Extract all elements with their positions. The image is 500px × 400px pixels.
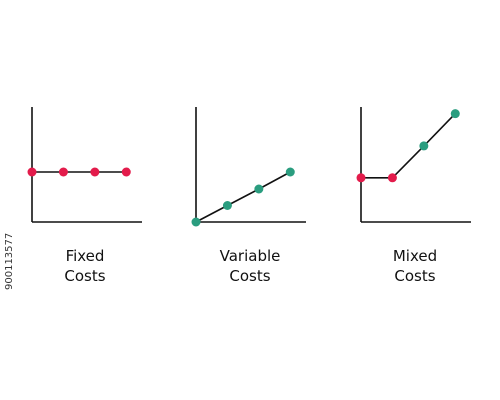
stock-id-watermark: 900113577 [4,232,15,290]
fixed-costs-point-1 [27,167,37,177]
mixed-costs-caption-line-2: Costs [394,267,436,285]
fixed-costs-point-4 [121,167,131,177]
fixed-costs-caption-line-2: Costs [64,267,106,285]
variable-costs-point-1 [191,217,201,227]
fixed-costs-caption: Fixed Costs [25,246,145,286]
mixed-costs-chart [356,107,471,223]
variable-costs-series-line [195,171,291,223]
mixed-costs-point-3 [419,141,429,151]
variable-costs-point-4 [285,167,295,177]
mixed-costs-point-4 [450,109,460,119]
variable-costs-caption-line-1: Variable [219,247,281,265]
fixed-costs-point-3 [90,167,100,177]
mixed-costs-point-1 [356,173,366,183]
mixed-costs-caption: Mixed Costs [355,246,475,286]
variable-costs-caption-line-2: Costs [229,267,271,285]
mixed-costs-caption-line-1: Mixed [392,247,438,265]
fixed-costs-chart [27,107,142,223]
variable-costs-chart [191,107,306,227]
variable-costs-caption: Variable Costs [190,246,310,286]
variable-costs-point-2 [222,201,232,210]
mixed-costs-series-line [361,113,456,179]
fixed-costs-point-2 [58,167,68,177]
mixed-costs-point-2 [387,173,397,183]
fixed-costs-caption-line-1: Fixed [65,247,105,265]
variable-costs-point-3 [254,184,264,194]
